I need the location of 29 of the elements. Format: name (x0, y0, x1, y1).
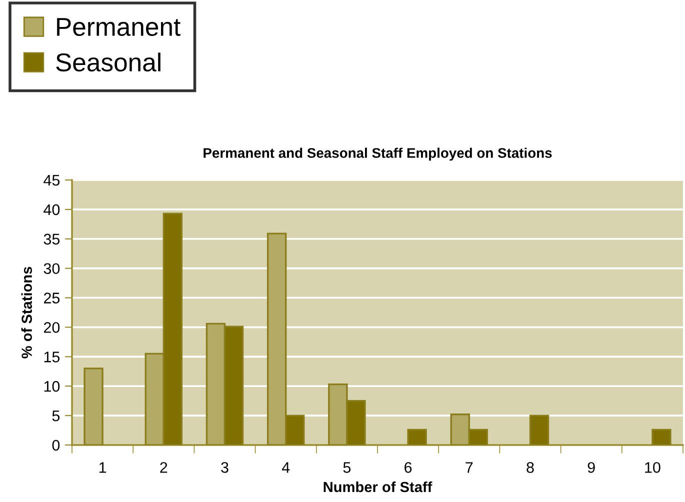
x-tick-label: 7 (466, 462, 473, 473)
y-tick-label: 30 (44, 263, 60, 274)
x-tick-label: 1 (99, 462, 106, 473)
bar (529, 414, 550, 445)
y-tick-label: 15 (44, 352, 60, 362)
x-tick-label: 6 (404, 462, 412, 473)
legend-label: Permanent (57, 18, 180, 36)
x-tick-label: 8 (526, 462, 534, 473)
y-tick-label: 5 (52, 410, 60, 422)
y-tick-label: 0 (52, 440, 60, 451)
y-tick-label: 35 (44, 234, 60, 245)
y-tick-label: 45 (44, 175, 60, 186)
x-tick-label: 10 (645, 462, 660, 473)
x-tick-label: 2 (160, 462, 168, 473)
y-axis-title: % of Stations (21, 266, 32, 358)
bar (84, 368, 104, 445)
y-tick-label: 25 (44, 292, 60, 304)
y-tick-label: 10 (44, 380, 60, 392)
y-tick-label: 40 (44, 204, 60, 216)
bar (652, 428, 672, 445)
x-tick-label: 5 (343, 462, 351, 473)
x-tick-label: 9 (588, 462, 595, 473)
x-axis-title: Number of Staff (324, 481, 432, 492)
y-tick-label: 20 (44, 322, 60, 333)
legend-label: Seasonal (56, 52, 160, 72)
bar (407, 428, 427, 445)
x-tick-label: 3 (221, 462, 228, 473)
chart-title: Permanent and Seasonal Staff Employed on Stations (204, 148, 552, 161)
x-tick-label: 4 (282, 462, 290, 473)
